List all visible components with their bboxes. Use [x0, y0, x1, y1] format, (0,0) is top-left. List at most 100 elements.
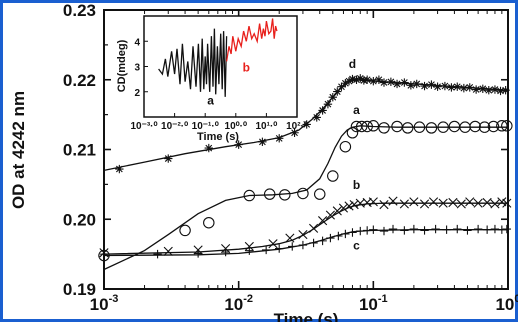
main-series: d a b c	[98, 57, 513, 271]
data-point	[356, 74, 365, 83]
main-y-tick-label: 0.21	[63, 141, 96, 160]
inset-x-axis: 10⁻³·⁰ 10⁻²·⁰ 10⁻¹·⁰ 10⁰·⁰ 10¹·⁰ 10²·⁰	[130, 113, 308, 132]
inset-x-tick-label: 10⁰·⁰	[225, 121, 247, 132]
data-point	[374, 75, 384, 84]
data-point	[302, 120, 311, 129]
inset-series-b: b	[225, 18, 278, 75]
main-y-tick-label: 0.20	[63, 210, 96, 229]
series-b: b	[99, 178, 512, 258]
data-point	[502, 198, 512, 208]
data-point	[275, 134, 284, 143]
data-point	[369, 225, 378, 234]
data-point	[501, 86, 510, 95]
data-point	[378, 122, 390, 134]
data-point	[490, 199, 500, 209]
series-label-c: c	[353, 239, 360, 253]
data-point	[465, 83, 474, 92]
data-point	[349, 200, 359, 210]
data-point	[288, 242, 297, 251]
inset-line-a	[158, 28, 228, 97]
data-point	[471, 85, 481, 94]
main-x-axis-title: Time (s)	[274, 310, 339, 322]
fit-line-b	[103, 202, 508, 255]
main-y-axis: 0.19 0.20 0.21 0.22 0.23	[63, 1, 508, 299]
data-point	[379, 226, 389, 236]
data-point	[420, 226, 429, 235]
data-point	[99, 249, 109, 259]
data-point	[490, 85, 500, 94]
data-point	[425, 122, 438, 134]
series-d: d	[103, 57, 510, 174]
main-y-tick-label: 0.19	[63, 280, 96, 299]
main-plot: 0.190.200.210.220.23 10-3 10-2 10-1 100 OD …	[9, 1, 518, 322]
series-label-a: a	[353, 103, 360, 117]
inset-x-axis-title: Time (s)	[197, 131, 239, 143]
inset-x-tick-label: 10¹·⁰	[256, 121, 278, 132]
data-point	[369, 76, 378, 86]
inset-y-tick-label: 2	[134, 88, 140, 99]
data-point	[312, 113, 321, 122]
data-point	[204, 143, 213, 153]
data-point	[412, 79, 421, 89]
data-point	[478, 84, 488, 94]
data-point	[332, 206, 342, 216]
data-point	[318, 236, 327, 246]
data-point	[309, 238, 318, 248]
data-point	[290, 128, 299, 137]
data-point	[386, 77, 396, 87]
data-point	[406, 81, 416, 90]
inset-x-tick-label: 10⁻³·⁰	[130, 121, 157, 132]
data-point	[448, 197, 458, 208]
data-point	[337, 82, 346, 91]
data-point	[243, 189, 256, 202]
series-label-b: b	[353, 178, 360, 192]
data-point	[442, 225, 451, 234]
data-point	[341, 79, 350, 88]
data-point	[285, 233, 295, 243]
data-point	[409, 197, 419, 207]
data-point	[367, 120, 380, 132]
data-point	[326, 233, 335, 243]
data-point	[279, 189, 291, 201]
data-point	[431, 224, 440, 234]
data-point	[456, 199, 466, 209]
data-point	[379, 78, 389, 87]
data-point	[344, 201, 354, 211]
main-x-tick-label: 100	[495, 293, 518, 314]
data-point	[400, 78, 409, 87]
series-c: c	[99, 224, 512, 259]
data-point	[338, 203, 349, 213]
inset-line-b	[225, 18, 278, 62]
data-point	[428, 197, 439, 207]
data-point	[497, 225, 507, 234]
data-point	[490, 224, 500, 234]
inset-series-a: a	[158, 28, 228, 107]
data-point	[427, 80, 436, 89]
data-point	[447, 83, 456, 92]
data-point	[420, 81, 429, 91]
data-point	[473, 224, 483, 234]
data-point	[459, 83, 469, 93]
data-point	[153, 249, 162, 259]
data-point	[453, 82, 462, 91]
data-point	[438, 198, 448, 208]
inset-y-tick-label: 4	[134, 37, 140, 48]
data-point	[341, 229, 350, 239]
main-y-tick-label: 0.22	[63, 71, 96, 90]
data-point	[344, 76, 354, 86]
data-point	[203, 216, 215, 229]
data-point	[115, 164, 124, 174]
data-point	[399, 199, 409, 209]
main-y-axis-title: OD at 4242 nm	[9, 91, 28, 209]
data-point	[318, 106, 327, 115]
data-point	[362, 226, 372, 235]
data-point	[334, 231, 343, 241]
data-point	[325, 210, 335, 220]
data-point	[258, 137, 267, 147]
data-point	[359, 76, 369, 85]
data-point	[473, 198, 483, 208]
data-point	[323, 99, 333, 109]
inset-y-axis-title: CD(mdeg)	[116, 39, 128, 92]
data-point	[388, 196, 398, 206]
